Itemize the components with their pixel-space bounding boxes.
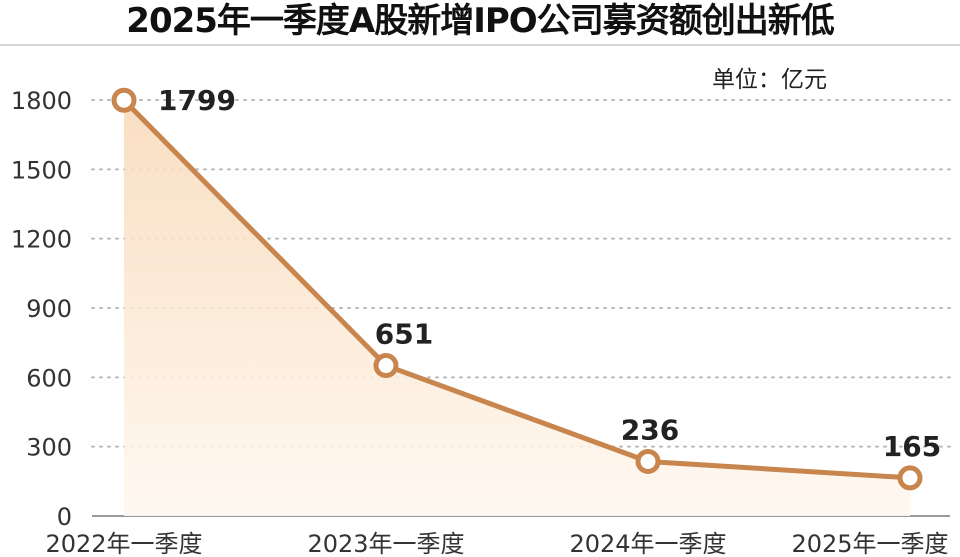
data-point [111,87,137,113]
x-tick-label: 2024年一季度 [569,530,726,557]
y-tick-label: 1500 [11,156,72,184]
title-divider [0,44,960,46]
unit-note: 单位：亿元 [712,67,827,93]
y-tick-label: 1200 [11,226,72,254]
data-label: 236 [621,413,679,446]
area-fill [124,100,910,516]
data-point [635,448,661,474]
y-tick-label: 1800 [11,87,72,115]
data-label: 165 [883,430,941,463]
series-line [122,98,911,481]
data-point [897,465,923,491]
x-tick-label: 2023年一季度 [307,530,464,557]
x-tick-label: 2022年一季度 [45,530,202,557]
x-tick-label: 2025年一季度 [791,530,948,557]
data-label: 651 [375,318,433,351]
chart-title: 2025年一季度A股新增IPO公司募资额创出新低 [126,1,834,41]
y-tick-label: 300 [26,434,72,462]
y-tick-label: 600 [26,364,72,392]
y-tick-label: 900 [26,295,72,323]
y-tick-label: 0 [57,503,72,531]
data-point [373,353,399,379]
data-label: 1799 [158,84,236,117]
